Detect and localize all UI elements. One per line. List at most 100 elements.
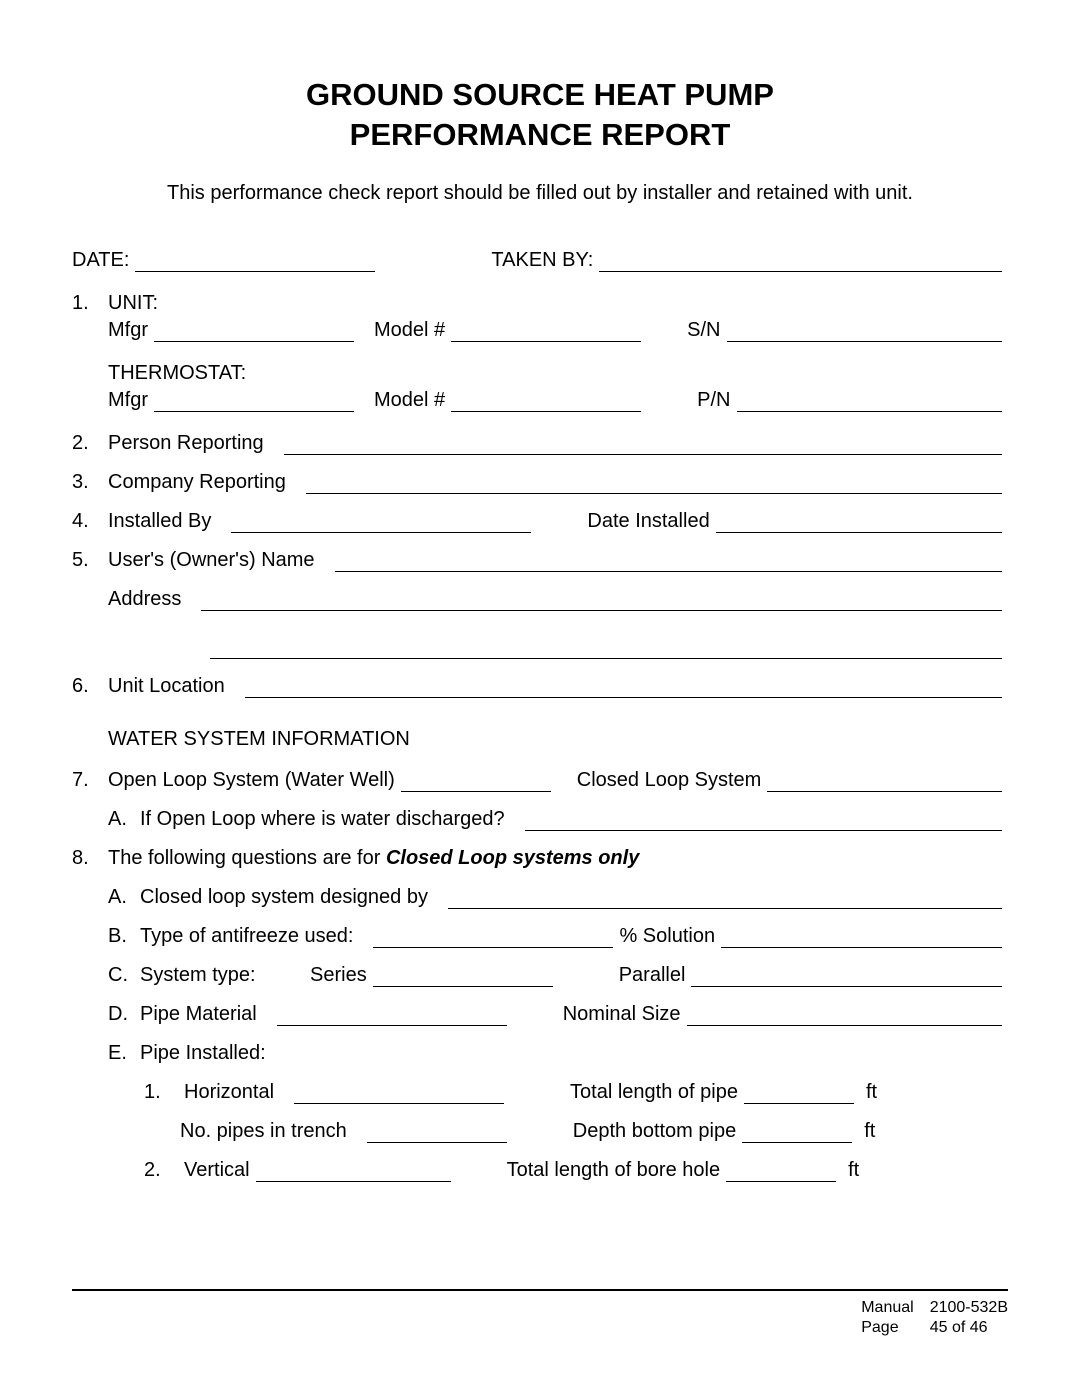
pipes-in-trench-field[interactable] <box>367 1121 507 1143</box>
thermostat-details-row: Mfgr Model # P/N <box>72 389 1008 412</box>
pipe-material-label: Pipe Material <box>140 1003 257 1026</box>
company-reporting-label: Company Reporting <box>108 471 286 494</box>
taken-by-field[interactable] <box>599 250 1002 272</box>
item-8e2-number: 2. <box>144 1159 184 1182</box>
closed-loop-field[interactable] <box>767 770 1002 792</box>
item-8c-letter: C. <box>108 964 140 987</box>
parallel-label: Parallel <box>619 964 686 987</box>
thermostat-pn-field[interactable] <box>737 390 1003 412</box>
item-5-number: 5. <box>72 549 108 572</box>
page-container: GROUND SOURCE HEAT PUMP PERFORMANCE REPO… <box>0 0 1080 1232</box>
unit-details-row: Mfgr Model # S/N <box>72 319 1008 342</box>
item-8e-row: E. Pipe Installed: <box>72 1042 1008 1065</box>
ft-unit-1: ft <box>866 1081 877 1104</box>
thermostat-model-field[interactable] <box>451 390 641 412</box>
subtitle: This performance check report should be … <box>72 182 1008 205</box>
horizontal-label: Horizontal <box>184 1081 274 1104</box>
person-reporting-field[interactable] <box>284 433 1002 455</box>
item-1-number: 1. <box>72 292 108 315</box>
thermostat-mfgr-field[interactable] <box>154 390 354 412</box>
discharge-label: If Open Loop where is water discharged? <box>140 808 505 831</box>
vertical-label: Vertical <box>184 1159 250 1182</box>
date-field[interactable] <box>135 250 375 272</box>
unit-mfgr-label: Mfgr <box>108 319 148 342</box>
unit-model-field[interactable] <box>451 320 641 342</box>
unit-sn-field[interactable] <box>727 320 1003 342</box>
item-8d-letter: D. <box>108 1003 140 1026</box>
unit-location-field[interactable] <box>245 676 1002 698</box>
item-8a-row: A. Closed loop system designed by <box>72 886 1008 909</box>
item-8e1-row: 1. Horizontal Total length of pipe ft <box>72 1081 1008 1104</box>
item-7-number: 7. <box>72 769 108 792</box>
item-2-row: 2. Person Reporting <box>72 432 1008 455</box>
unit-mfgr-field[interactable] <box>154 320 354 342</box>
parallel-field[interactable] <box>691 965 1002 987</box>
thermostat-label: THERMOSTAT: <box>108 362 246 385</box>
address-label: Address <box>108 588 181 611</box>
total-bore-hole-label: Total length of bore hole <box>507 1159 721 1182</box>
closed-loop-label: Closed Loop System <box>577 769 762 792</box>
item-3-number: 3. <box>72 471 108 494</box>
open-loop-field[interactable] <box>401 770 551 792</box>
item-8-intro: The following questions are for Closed L… <box>108 847 639 870</box>
page-footer: Manual 2100-532B Page 45 of 46 <box>72 1289 1008 1337</box>
vertical-field[interactable] <box>256 1160 451 1182</box>
thermostat-model-label: Model # <box>374 389 445 412</box>
discharge-field[interactable] <box>525 809 1002 831</box>
pct-solution-field[interactable] <box>721 926 1002 948</box>
nominal-size-label: Nominal Size <box>563 1003 681 1026</box>
item-7-row: 7. Open Loop System (Water Well) Closed … <box>72 769 1008 792</box>
date-taken-row: DATE: TAKEN BY: <box>72 249 1008 272</box>
depth-bottom-pipe-field[interactable] <box>742 1121 852 1143</box>
item-5-row: 5. User's (Owner's) Name <box>72 549 1008 572</box>
pipe-material-field[interactable] <box>277 1004 507 1026</box>
nominal-size-field[interactable] <box>687 1004 1002 1026</box>
thermostat-mfgr-label: Mfgr <box>108 389 148 412</box>
item-8e1-number: 1. <box>144 1081 184 1104</box>
address-field-1[interactable] <box>201 589 1002 611</box>
antifreeze-label: Type of antifreeze used: <box>140 925 353 948</box>
taken-by-label: TAKEN BY: <box>491 249 593 272</box>
thermostat-header: THERMOSTAT: <box>72 362 1008 385</box>
item-8e-letter: E. <box>108 1042 140 1065</box>
antifreeze-field[interactable] <box>373 926 613 948</box>
address-field-2[interactable] <box>210 637 1002 659</box>
date-installed-label: Date Installed <box>587 510 709 533</box>
address-row-2 <box>72 637 1008 659</box>
item-3-row: 3. Company Reporting <box>72 471 1008 494</box>
installed-by-field[interactable] <box>231 511 531 533</box>
designed-by-field[interactable] <box>448 887 1002 909</box>
item-6-row: 6. Unit Location <box>72 675 1008 698</box>
total-length-pipe-field[interactable] <box>744 1082 854 1104</box>
document-title: GROUND SOURCE HEAT PUMP PERFORMANCE REPO… <box>72 75 1008 156</box>
manual-value: 2100-532B <box>930 1299 1008 1317</box>
item-8e2-row: 2. Vertical Total length of bore hole ft <box>72 1159 1008 1182</box>
title-line-1: GROUND SOURCE HEAT PUMP <box>72 75 1008 115</box>
item-8-intro-bold: Closed Loop systems only <box>386 847 639 869</box>
item-8d-row: D. Pipe Material Nominal Size <box>72 1003 1008 1026</box>
company-reporting-field[interactable] <box>306 472 1002 494</box>
unit-label: UNIT: <box>108 292 158 315</box>
item-8e1b-row: No. pipes in trench Depth bottom pipe ft <box>72 1120 1008 1143</box>
item-7a-letter: A. <box>108 808 140 831</box>
item-8a-letter: A. <box>108 886 140 909</box>
date-installed-field[interactable] <box>716 511 1002 533</box>
unit-sn-label: S/N <box>687 319 720 342</box>
total-bore-hole-field[interactable] <box>726 1160 836 1182</box>
pipes-in-trench-label: No. pipes in trench <box>180 1120 347 1143</box>
thermostat-pn-label: P/N <box>697 389 730 412</box>
footer-info: Manual 2100-532B Page 45 of 46 <box>861 1299 1008 1337</box>
water-section-heading: WATER SYSTEM INFORMATION <box>108 728 1008 751</box>
unit-model-label: Model # <box>374 319 445 342</box>
page-label: Page <box>861 1319 913 1337</box>
item-8b-row: B. Type of antifreeze used: % Solution <box>72 925 1008 948</box>
title-line-2: PERFORMANCE REPORT <box>72 115 1008 155</box>
item-7a-row: A. If Open Loop where is water discharge… <box>72 808 1008 831</box>
unit-location-label: Unit Location <box>108 675 225 698</box>
item-8-intro-pre: The following questions are for <box>108 847 386 869</box>
owner-name-label: User's (Owner's) Name <box>108 549 315 572</box>
series-field[interactable] <box>373 965 553 987</box>
owner-name-field[interactable] <box>335 550 1002 572</box>
address-row-1: Address <box>72 588 1008 611</box>
horizontal-field[interactable] <box>294 1082 504 1104</box>
